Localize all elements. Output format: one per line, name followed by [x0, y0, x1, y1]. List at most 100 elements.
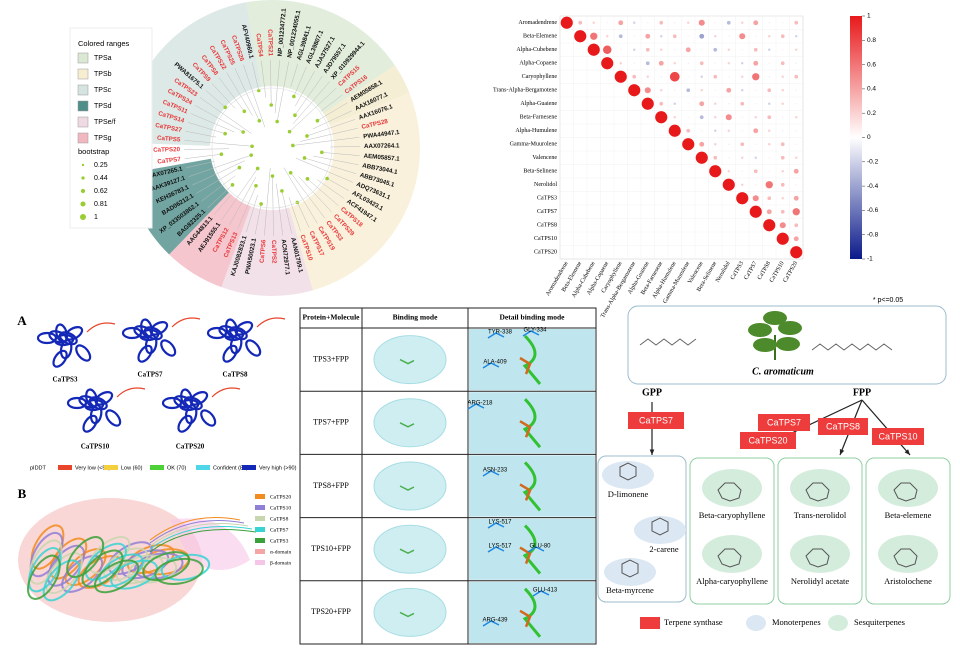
bootstrap-dot	[230, 183, 235, 187]
arrow	[861, 399, 911, 456]
corr-dot	[668, 124, 681, 137]
corr-dot	[781, 89, 784, 92]
bootstrap-dot	[270, 174, 275, 178]
corr-dot	[741, 62, 744, 65]
structure-loop	[149, 520, 245, 544]
corr-dot	[646, 75, 649, 78]
structure-helix	[126, 544, 175, 574]
corr-dot	[726, 87, 732, 93]
bootstrap-dot	[293, 113, 297, 118]
corr-dot	[780, 34, 785, 39]
corr-dot	[765, 181, 773, 189]
corr-dot	[699, 115, 704, 120]
branch	[187, 122, 226, 134]
molecule	[893, 548, 918, 568]
legend-label: TPSa	[94, 55, 112, 62]
corr-dot	[641, 97, 654, 110]
corr-dot	[714, 62, 716, 64]
corr-dot	[795, 103, 797, 105]
corr-dot	[740, 142, 745, 147]
row-label: Alpha-Copaene	[519, 61, 557, 67]
legend-box	[69, 27, 153, 229]
structure-loop	[149, 523, 249, 547]
enzyme-box	[740, 432, 796, 449]
corr-dot	[728, 143, 730, 145]
structure-label: CaTPS3	[53, 376, 78, 384]
residue-label: ARG-439	[482, 618, 508, 624]
corr-dot	[713, 155, 718, 160]
corr-dot	[795, 35, 798, 38]
structure-helix	[154, 557, 204, 586]
corr-dot	[793, 236, 799, 242]
corr-dot	[768, 143, 771, 146]
leaf-label: CaTPS21	[266, 29, 273, 57]
compound-label: Nerolidyl acetate	[791, 576, 850, 586]
corr-dot	[633, 48, 636, 51]
legend-swatch	[242, 465, 256, 470]
structure-helix	[27, 547, 62, 593]
branch	[317, 102, 348, 121]
structure-helix	[64, 548, 107, 587]
corr-dot	[779, 222, 786, 229]
bootstrap-dot	[275, 119, 279, 124]
table-header: Protein+Molecule	[302, 313, 360, 322]
legend-label: Low (60)	[121, 465, 143, 471]
corr-dot	[768, 22, 770, 24]
branch	[292, 137, 360, 146]
corr-dot	[781, 197, 784, 200]
corr-dot	[709, 165, 722, 178]
residue-label: TYR-338	[488, 330, 513, 336]
branch	[290, 63, 298, 87]
compound-label: Aristolochene	[884, 576, 932, 586]
corr-dot	[752, 73, 760, 81]
legend-label: 0.44	[94, 175, 108, 182]
domain-shade	[170, 518, 250, 570]
corr-dot	[767, 115, 772, 120]
corr-dot	[780, 142, 785, 147]
bootstrap-dot	[250, 144, 254, 149]
binding-pose	[373, 335, 447, 385]
ligand	[399, 485, 415, 491]
row-label: CaTPS7	[537, 209, 557, 215]
corr-dot	[753, 47, 758, 52]
structure-helix	[134, 552, 184, 580]
note: * p<=0.05	[873, 297, 903, 304]
corr-dot	[655, 111, 668, 124]
legend-dot	[81, 176, 85, 180]
corr-dot	[793, 195, 799, 201]
corr-dot	[755, 143, 757, 145]
row-label: Beta-Elemene	[523, 34, 557, 40]
corr-dot	[632, 74, 637, 79]
enzyme-label: CaTPS20	[748, 435, 787, 445]
bootstrap-dot	[305, 134, 309, 138]
corr-dot	[659, 20, 664, 25]
branch	[321, 152, 360, 156]
molecule	[717, 548, 742, 568]
bootstrap-dot	[242, 109, 247, 114]
legend-swatch	[77, 132, 89, 144]
corr-dot	[728, 35, 730, 37]
compound-shape	[604, 558, 656, 586]
branch	[237, 185, 257, 230]
corr-dot	[739, 33, 746, 40]
structure-helix	[98, 553, 144, 588]
corr-dot	[755, 184, 757, 186]
bootstrap-dot	[219, 152, 224, 157]
plant-leaf	[776, 337, 800, 351]
corr-dot	[590, 32, 598, 40]
range-sector	[124, 2, 262, 146]
colorbar-label: 1	[867, 13, 871, 20]
corr-dot	[699, 33, 705, 39]
corr-dot	[727, 62, 730, 65]
branch	[312, 110, 352, 130]
branch	[270, 60, 272, 106]
arrow-head	[839, 449, 845, 455]
corr-dot	[736, 192, 749, 205]
legend-title: bootstrap	[78, 147, 109, 156]
residue-stick	[487, 522, 505, 529]
corr-dot	[727, 129, 730, 132]
corr-dot	[687, 103, 689, 105]
residue-label: ALA-409	[483, 360, 507, 366]
corr-dot	[714, 35, 717, 38]
corr-dot	[728, 157, 730, 159]
